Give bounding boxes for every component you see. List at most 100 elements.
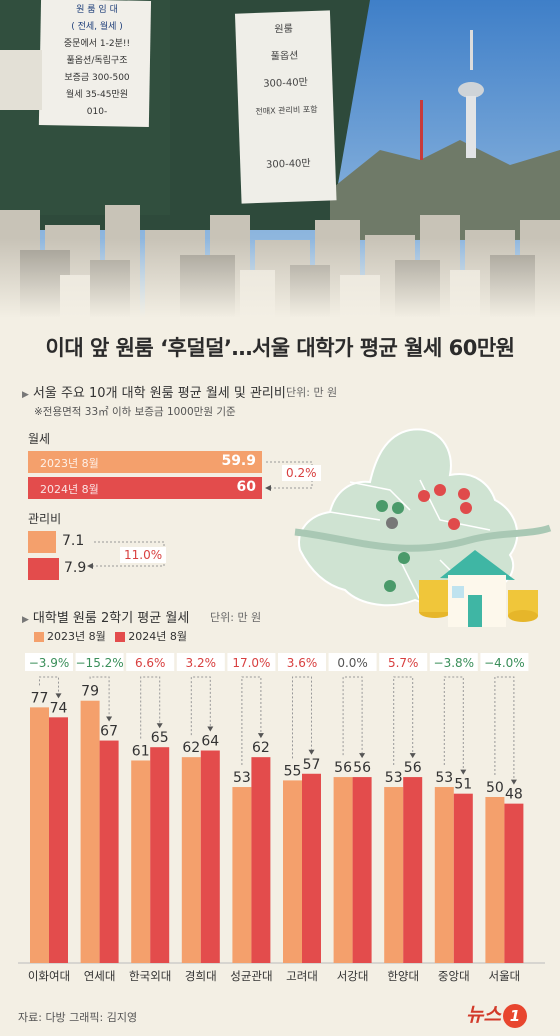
bar-value-2023: 77 [31,690,49,706]
map-pin-icon [460,502,472,514]
change-label: −15.2% [76,656,124,670]
bar-value-2023: 55 [284,763,302,779]
bar-2024 [99,740,119,963]
fee-change: 11.0% [120,547,167,563]
triangle-bullet-icon: ▶ [22,615,29,625]
rent-bar-2023-value: 59.9 [221,453,256,469]
category-label: 고려대 [286,969,318,983]
fee-bar-2023 [28,531,56,553]
section1-unit: 단위: 만 원 [286,386,338,399]
bar-2024 [403,777,423,963]
map-pin-icon [458,488,470,500]
bar-value-2024: 57 [303,757,321,773]
fee-bar-2023-value: 7.1 [62,533,85,549]
map-pin-icons [376,484,472,592]
change-arrow-icon [409,753,416,759]
bar-value-2023: 79 [81,684,99,700]
change-arrow-icon [55,693,62,699]
rent-bar-2024: 2024년 8월 60 [28,477,262,499]
change-label: −3.8% [434,656,475,670]
change-connector [190,676,211,736]
change-connector [443,676,464,770]
change-label-box [328,653,377,671]
bar-2023 [485,797,505,963]
rent-label: 월세 [28,432,51,446]
map-pin-icon [418,490,430,502]
chart-legend: 2023년 8월 2024년 8월 [34,628,187,644]
fee-label: 관리비 [28,512,62,526]
bar-value-2024: 65 [151,730,169,746]
change-connector [292,676,312,759]
change-label: 0.0% [337,656,368,670]
bar-value-2024: 64 [201,734,219,750]
category-label: 이화여대 [28,969,70,983]
bar-value-2024: 74 [50,700,68,716]
change-connector [393,676,414,766]
change-connector [494,676,515,780]
bar-2023 [384,787,404,963]
change-arrow-icon [207,726,214,732]
change-label-box [379,653,428,671]
category-label: 한국외대 [129,969,171,983]
map-pin-icon [434,484,446,496]
section1-title: ▶ 서울 주요 10개 대학 원룸 평균 월세 및 관리비 [22,386,286,401]
section2-title: ▶ 대학별 원룸 2학기 평균 월세 [22,611,190,626]
map-pin-icon [448,518,460,530]
change-label: −4.0% [484,656,525,670]
change-label-box [480,653,529,671]
rent-change-bracket [265,461,313,491]
category-label: 중앙대 [438,969,470,983]
rental-sign-2-text: 원룸 풀옵션 300-40만 전매X 관리비 포함 300-40만 [255,23,318,171]
bar-2024 [200,750,220,963]
change-label-box [75,653,124,671]
rent-change: 0.2% [282,465,321,481]
change-label-box [126,653,175,671]
bar-value-2023: 53 [435,770,453,786]
change-label: 3.2% [186,656,217,670]
change-label: 6.6% [135,656,166,670]
bar-2024 [352,777,372,963]
bar-2023 [181,757,201,963]
bar-2024 [302,773,321,963]
change-label: 3.6% [287,656,318,670]
category-label: 한양대 [387,969,419,983]
bar-value-2023: 56 [334,760,352,776]
category-label: 서울대 [489,969,521,983]
legend-label-2024: 2024년 8월 [128,630,187,643]
city-photo-illustration [0,0,560,318]
house-icon [419,550,538,627]
legend-swatch-2023 [34,632,44,642]
category-label: 성균관대 [230,969,272,983]
change-connector [342,676,363,756]
bar-value-2024: 56 [404,760,422,776]
bar-2023 [333,777,353,963]
change-arrow-icon [510,779,517,785]
change-arrow-icon [359,753,366,759]
bar-value-2024: 56 [353,760,371,776]
change-arrow-icon [106,716,113,722]
legend-label-2023: 2023년 8월 [47,630,106,643]
category-label: 연세대 [84,969,116,983]
category-label: 서강대 [337,969,369,983]
bar-value-2023: 53 [233,770,251,786]
change-label: −3.9% [29,656,70,670]
map-pin-icon [384,580,396,592]
bar-2023 [434,787,454,963]
map-pin-icon [398,552,410,564]
news1-logo: 뉴스 1 [466,1000,527,1028]
headline: 이대 앞 원룸 ‘후덜덜’…서울 대학가 평균 월세 60만원 [0,318,560,376]
seoul-map-illustration [294,428,552,627]
bar-2024 [150,747,170,963]
bar-value-2023: 62 [182,740,200,756]
map-pin-icon [386,517,398,529]
bar-value-2023: 53 [385,770,403,786]
category-label: 경희대 [185,969,217,983]
section2-unit: 단위: 만 원 [210,611,262,624]
bar-value-2024: 51 [454,777,472,793]
bar-2023 [232,787,252,963]
change-label-box [176,653,225,671]
fee-bar-2024-value: 7.9 [64,560,87,576]
change-arrow-icon [460,769,467,775]
rent-bar-2023: 2023년 8월 59.9 [28,451,262,473]
